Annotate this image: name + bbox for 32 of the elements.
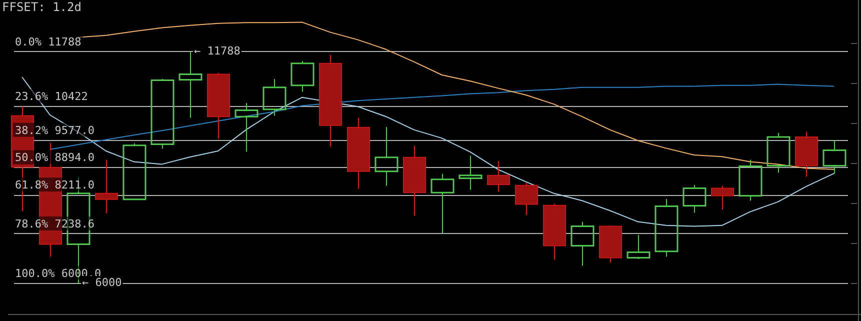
candlestick — [711, 185, 734, 210]
candlestick — [430, 173, 454, 234]
annotation: FFSET: 1.2d — [2, 0, 82, 14]
candlestick — [570, 221, 594, 266]
candlestick — [738, 159, 762, 202]
candlestick — [347, 117, 370, 190]
ref-line-label: 78.6% 7238.6 — [15, 217, 94, 230]
ref-line-label: 38.2% 9577.0 — [15, 124, 94, 137]
candlestick — [95, 159, 118, 214]
candlestick — [403, 145, 426, 216]
annotation: ← 6000 — [82, 276, 122, 289]
candlestick — [319, 54, 342, 148]
candlestick — [487, 160, 510, 192]
candlestick — [626, 234, 650, 260]
candlestick — [374, 126, 398, 186]
ref-line-label: 50.0% 8894.0 — [15, 151, 94, 164]
candlestick — [234, 102, 258, 152]
candlestick — [458, 155, 482, 190]
candlestick — [795, 131, 818, 178]
annotation: ← 11788 — [194, 44, 240, 58]
candlestick — [262, 78, 286, 116]
candlestick — [682, 184, 706, 214]
ref-line-label: 23.6% 10422 — [15, 90, 88, 104]
candlestick — [207, 72, 230, 140]
ref-line-label: 0.0% 11788 — [15, 35, 82, 48]
candlestick — [766, 132, 790, 174]
candlestick — [515, 182, 538, 216]
candlestick — [543, 203, 566, 260]
ref-line-label: 61.8% 8211.0 — [15, 178, 94, 192]
candlestick — [654, 198, 678, 258]
candlestick — [178, 50, 202, 118]
candlestick — [822, 140, 846, 174]
